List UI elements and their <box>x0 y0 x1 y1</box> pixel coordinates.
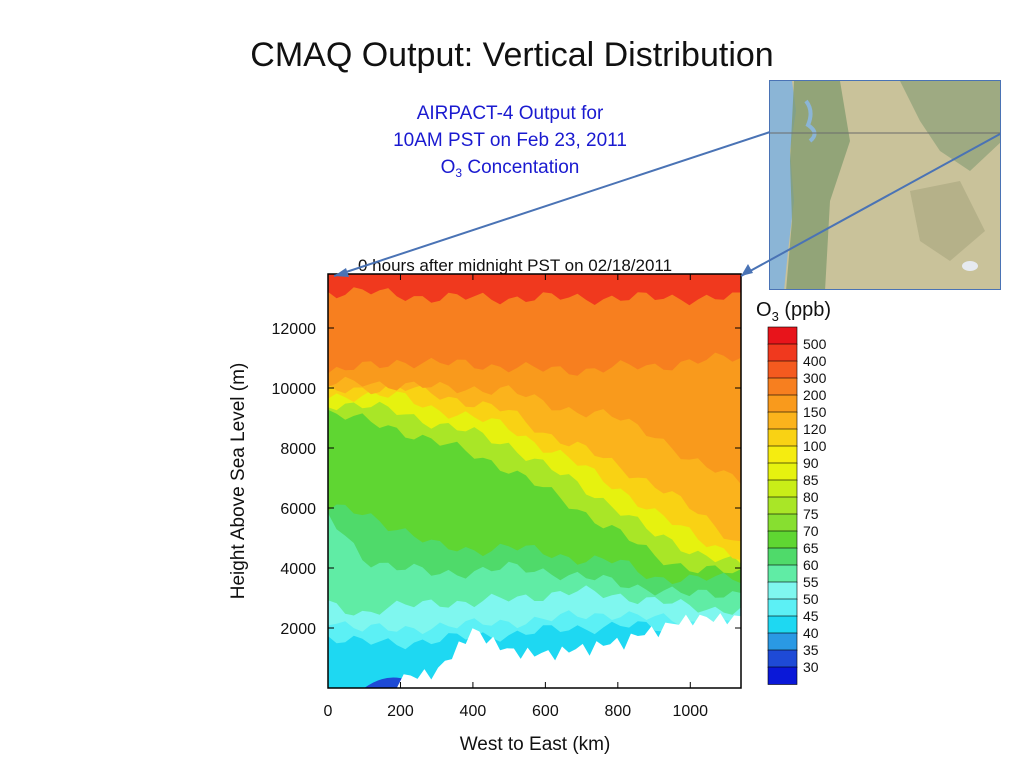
y-tick-label: 10000 <box>272 381 317 398</box>
map-lake <box>962 261 978 271</box>
colorbar-level-label: 75 <box>803 506 819 522</box>
colorbar-level-label: 200 <box>803 387 827 403</box>
plot-area <box>328 274 741 688</box>
colorbar-level-label: 400 <box>803 353 827 369</box>
colorbar-level-label: 30 <box>803 659 819 675</box>
y-tick-label: 6000 <box>280 501 316 518</box>
callout-arrow-east <box>741 264 753 276</box>
colorbar-level-label: 90 <box>803 455 819 471</box>
colorbar-swatch <box>767 649 798 668</box>
map-ridge <box>910 181 985 261</box>
x-axis-label: West to East (km) <box>460 734 611 755</box>
colorbar-swatch <box>767 343 798 362</box>
y-tick-label: 8000 <box>280 441 316 458</box>
y-tick-label: 4000 <box>280 561 316 578</box>
colorbar-swatch <box>767 564 798 583</box>
colorbar-swatch <box>767 496 798 515</box>
colorbar-swatch <box>767 445 798 464</box>
plot-frame <box>327 273 742 689</box>
x-tick-label: 0 <box>324 703 333 720</box>
colorbar-swatch <box>767 666 798 685</box>
colorbar-swatch <box>767 462 798 481</box>
region-map-svg <box>770 81 1000 289</box>
y-tick-label: 12000 <box>272 321 317 338</box>
colorbar-level-label: 45 <box>803 608 819 624</box>
subtitle-line-2: 10AM PST on Feb 23, 2011 <box>393 130 627 151</box>
colorbar-swatch <box>767 411 798 430</box>
colorbar-level-label: 60 <box>803 557 819 573</box>
subtitle-line-1: AIRPACT-4 Output for <box>416 103 604 124</box>
y-axis: 2000 4000 6000 8000 10000 12000 <box>272 321 741 638</box>
plot-header-partial: 0 hours after midnight PST on 02/18/2011 <box>358 256 672 275</box>
colorbar-level-label: 35 <box>803 642 819 658</box>
colorbar: 5004003002001501201009085807570656055504… <box>767 326 827 685</box>
colorbar-swatch <box>767 547 798 566</box>
colorbar-swatch <box>767 377 798 396</box>
colorbar-swatch <box>767 513 798 532</box>
x-tick-label: 1000 <box>672 703 708 720</box>
subtitle-species: O <box>440 157 456 178</box>
colorbar-title-unit: (ppb) <box>779 299 831 321</box>
colorbar-level-label: 70 <box>803 523 819 539</box>
colorbar-level-label: 55 <box>803 574 819 590</box>
colorbar-swatch <box>767 360 798 379</box>
x-tick-label: 200 <box>387 703 414 720</box>
colorbar-title-species: O <box>756 299 772 321</box>
callout-line-west <box>333 131 771 277</box>
colorbar-swatch <box>767 326 798 345</box>
x-tick-label: 400 <box>460 703 487 720</box>
colorbar-level-label: 80 <box>803 489 819 505</box>
subtitle: AIRPACT-4 Output for 10AM PST on Feb 23,… <box>330 100 690 187</box>
colorbar-level-label: 50 <box>803 591 819 607</box>
colorbar-swatch <box>767 479 798 498</box>
colorbar-level-label: 150 <box>803 404 827 420</box>
x-tick-label: 800 <box>604 703 631 720</box>
colorbar-swatch <box>767 632 798 651</box>
y-tick-label: 2000 <box>280 621 316 638</box>
contour-band-300+ <box>328 274 741 306</box>
colorbar-level-label: 40 <box>803 625 819 641</box>
colorbar-level-label: 85 <box>803 472 819 488</box>
colorbar-level-label: 300 <box>803 370 827 386</box>
subtitle-species-sub: 3 <box>455 166 463 180</box>
colorbar-swatch <box>767 394 798 413</box>
colorbar-level-label: 120 <box>803 421 827 437</box>
callout-arrow-west <box>334 268 349 277</box>
plot-header-group: 0 hours after midnight PST on 02/18/2011 <box>358 256 672 275</box>
slide-title: CMAQ Output: Vertical Distribution <box>250 36 774 74</box>
colorbar-level-label: 500 <box>803 336 827 352</box>
colorbar-title: O3 (ppb) <box>756 299 831 324</box>
region-map-inset <box>769 80 1001 290</box>
colorbar-swatch <box>767 428 798 447</box>
y-axis-label: Height Above Sea Level (m) <box>228 363 249 600</box>
x-tick-label: 600 <box>532 703 559 720</box>
colorbar-swatch <box>767 530 798 549</box>
colorbar-title-sub: 3 <box>772 309 779 324</box>
map-puget-sound <box>804 99 817 143</box>
terrain-mask <box>328 613 741 688</box>
colorbar-swatch <box>767 615 798 634</box>
colorbar-swatch <box>767 581 798 600</box>
colorbar-level-label: 100 <box>803 438 827 454</box>
colorbar-swatch <box>767 598 798 617</box>
callout-line-east <box>740 133 1001 277</box>
subtitle-rest: Concentation <box>462 157 580 178</box>
subtitle-line-3: O3 Concentation <box>330 154 690 187</box>
colorbar-level-label: 65 <box>803 540 819 556</box>
x-axis: 0 200 400 600 800 1000 <box>324 274 708 720</box>
